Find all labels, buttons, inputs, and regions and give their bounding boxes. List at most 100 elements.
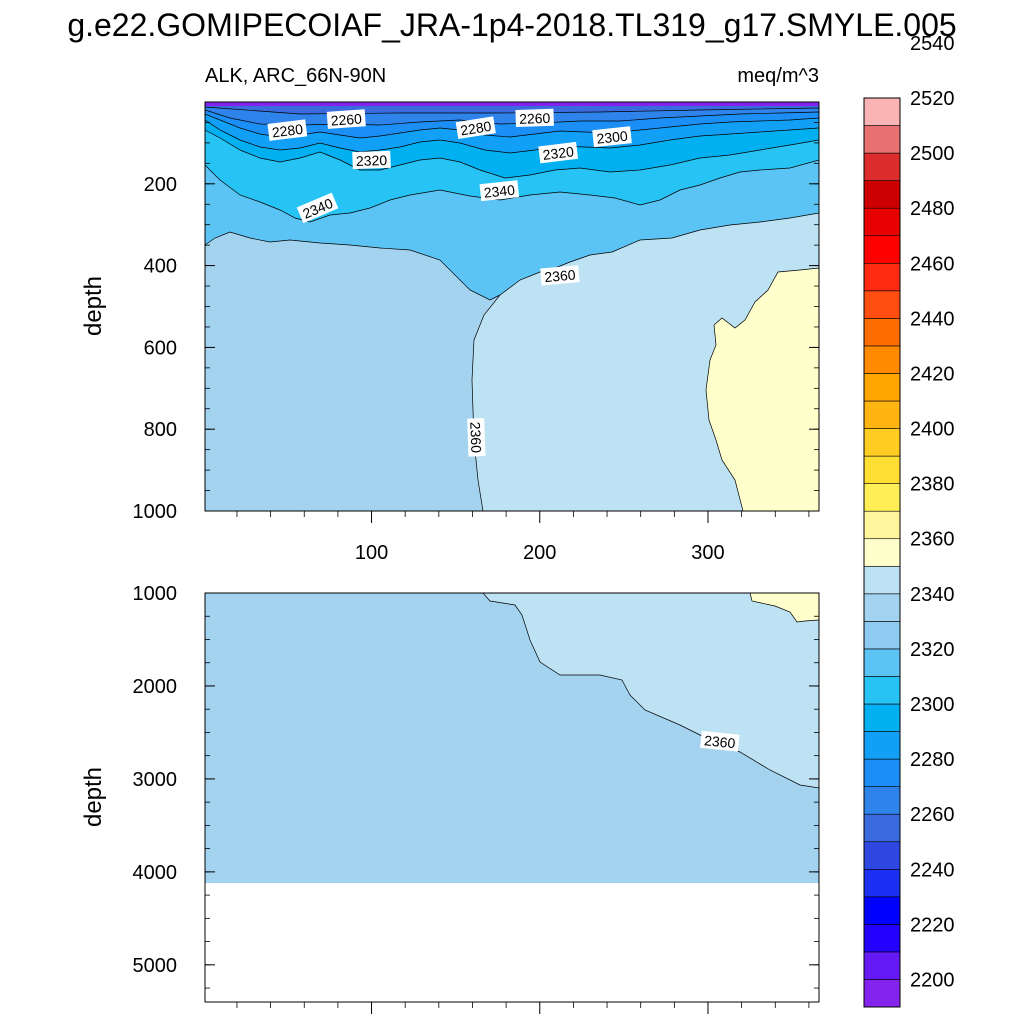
contour-label-text: 2280 [271,121,304,141]
contour-label-bg [700,730,740,752]
contour-label: 2360 [540,265,580,286]
contour-line-2220 [205,106,819,115]
colorbar-tick-label: 2200 [910,969,955,991]
colorbar-swatch [863,979,901,1008]
contour-line-2340 [205,231,501,301]
top-axis-ticks: 200 400 600 800 1000 100 200 300 [133,101,819,564]
subtitle-left: ALK, ARC_66N-90N [205,65,386,87]
bottom-axis-ticks: 1000 2000 3000 4000 5000 [133,583,819,1014]
bottom-y-axis-label: depth [80,767,107,827]
contour-label-text: 2360 [544,266,577,285]
contour-label: 2260 [326,109,366,129]
colorbar-tick-label: 2220 [910,914,955,936]
colorbar-swatch [863,510,901,540]
colorbar-swatch [863,455,901,484]
contour-line-2300 [205,129,819,179]
contour-label-text: 2260 [330,111,362,129]
y-tick-label: 4000 [133,862,178,884]
contour-label-text: 2260 [519,110,551,127]
colorbar-swatch [863,676,901,705]
colorbar-swatch [863,868,901,898]
colorbar-tick-label: 2260 [910,804,955,826]
colorbar-swatch [863,290,901,319]
contour-label: 2360 [467,418,486,457]
top-panel-frame [204,101,820,512]
colorbar-tick-label: 2340 [910,584,955,606]
contour-label: 2320 [352,150,391,170]
y-tick-label: 800 [144,419,177,441]
contour-label-bg [352,150,391,170]
contour-line-2360-deep [482,593,819,789]
colorbar-tick-label: 2520 [910,88,955,110]
colorbar-swatch [863,207,901,237]
contour-line-2380 [705,267,819,511]
colorbar: 2200 2220 2240 2260 2280 2300 2320 2340 2360 2380… [863,33,955,1008]
contour-label-bg [592,126,632,148]
colorbar-swatch [863,621,901,650]
y-tick-label: 600 [144,337,177,359]
colorbar-swatch [863,262,901,292]
contour-label: 2280 [267,119,308,141]
seafloor-mask [205,883,819,1002]
colorbar-swatch [863,786,901,815]
colorbar-swatch [863,235,901,264]
colorbar-swatch [863,345,901,374]
colorbar-tick-label: 2280 [910,749,955,771]
contour-label-text: 2340 [483,182,516,201]
colorbar-swatch [863,593,901,622]
contour-label-bg [540,265,580,286]
y-tick-label: 1000 [133,501,178,523]
contour-label: 2360 [700,730,740,752]
contour-label-bg [515,108,554,128]
y-tick-label: 3000 [133,769,178,791]
bottom-contour-lines [482,593,819,789]
colorbar-swatch [863,648,901,677]
fill-band-2380-2400-deep [750,593,819,622]
y-tick-label: 2000 [133,676,178,698]
x-tick-label: 300 [691,542,724,564]
colorbar-swatch [863,896,901,925]
colorbar-tick-label: 2380 [910,474,955,496]
bottom-panel-fills: 2360 [205,593,819,1002]
y-tick-label: 400 [144,256,177,278]
bottom-contour-labels: 2360 [700,730,740,752]
contour-line-2280 [205,119,819,154]
colorbar-tick-label: 2360 [910,529,955,551]
subtitle-units: meq/m^3 [737,65,819,87]
y-tick-label: 200 [144,174,177,196]
top-y-axis-label: depth [80,276,107,336]
y-tick-label: 5000 [133,955,178,977]
contour-label-bg [538,141,579,164]
fill-band-2380-2400 [706,268,819,511]
colorbar-swatch [863,565,901,595]
colorbar-swatch [863,924,901,953]
colorbar-tick-label: 2320 [910,639,955,661]
contour-label: 2280 [455,116,496,140]
bottom-panel: 2360 1000 2000 3000 4000 5000 [133,583,820,1014]
contour-label: 2340 [479,180,520,202]
contour-label: 2320 [538,141,579,164]
contour-label-bg [326,109,366,129]
contour-label-bg [467,418,486,457]
x-tick-label: 100 [355,542,388,564]
colorbar-tick-label: 2460 [910,253,955,275]
contour-label-bg [296,192,339,224]
colorbar-swatch [863,428,901,457]
colorbar-swatch [863,951,901,980]
contour-line-2380-deep [749,593,819,623]
contour-label-text: 2280 [459,118,492,139]
colorbar-swatch [863,731,901,760]
contour-label-text: 2300 [596,128,629,147]
contour-label-text: 2360 [703,732,736,751]
colorbar-tick-label: 2500 [910,143,955,165]
contour-label-text: 2320 [542,143,575,163]
y-tick-label: 1000 [133,583,178,605]
colorbar-swatch [863,538,901,567]
colorbar-swatch [863,841,901,870]
contour-label-text: 2360 [467,422,484,454]
contour-label: 2260 [515,108,554,128]
colorbar-tick-label: 2240 [910,859,955,881]
